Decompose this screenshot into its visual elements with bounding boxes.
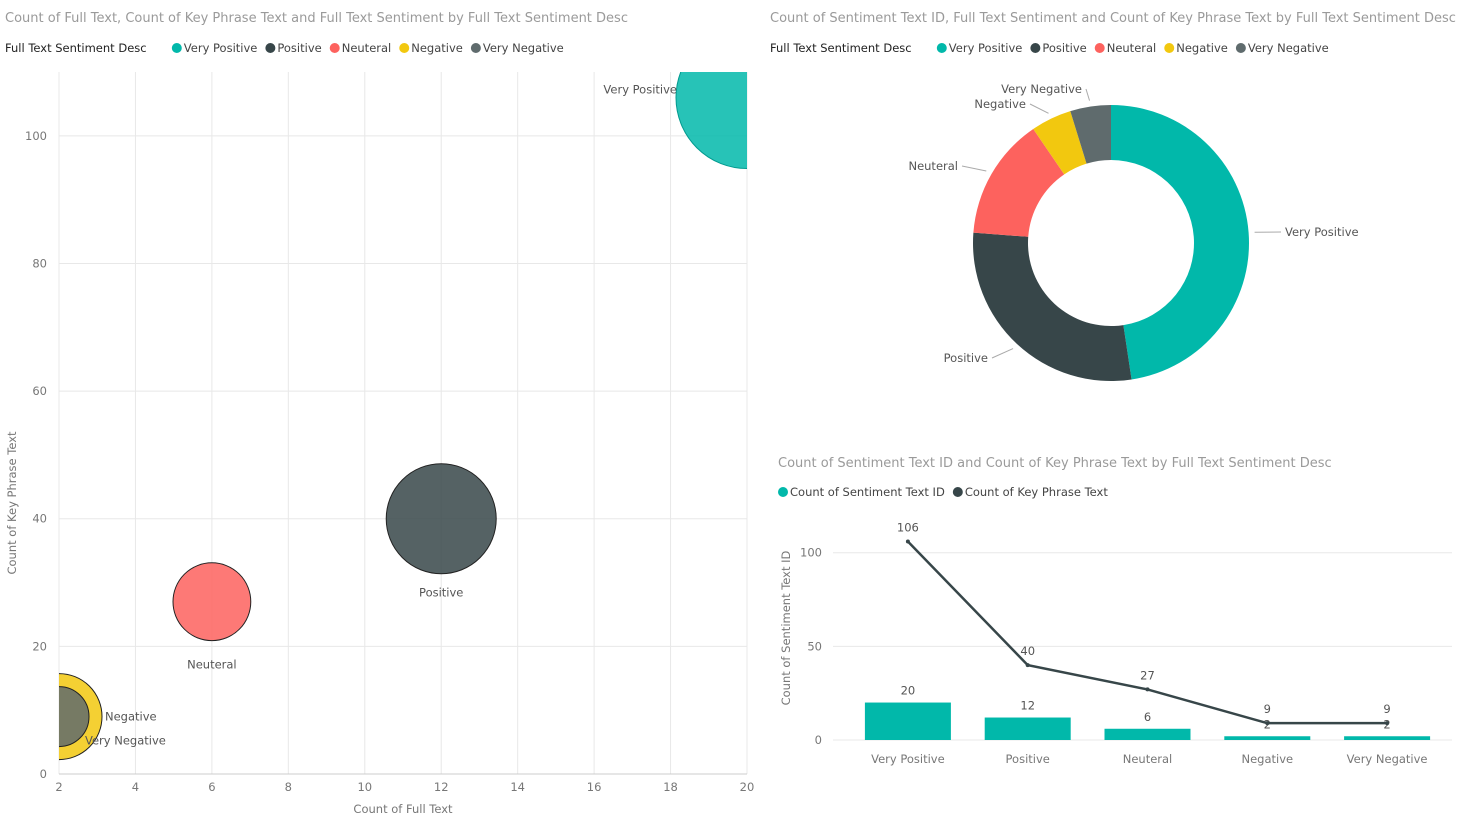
- x-axis-title: Count of Full Text: [353, 802, 453, 816]
- donut-legend-item[interactable]: Positive: [1042, 41, 1086, 55]
- x-tick-label: 16: [587, 780, 602, 794]
- line-data-label: 9: [1383, 702, 1390, 716]
- key-phrase-line: [907, 540, 1388, 725]
- line-point[interactable]: [1385, 721, 1390, 726]
- y-tick-label: 40: [32, 512, 47, 526]
- leader-line: [991, 348, 1014, 359]
- donut-label: Very Positive: [1285, 225, 1359, 239]
- line-data-label: 40: [1020, 644, 1035, 658]
- bar-data-label: 6: [1144, 710, 1151, 724]
- scatter-legend-item[interactable]: Positive: [277, 41, 321, 55]
- bar[interactable]: [1104, 728, 1191, 740]
- donut-label: Very Negative: [1001, 82, 1082, 96]
- y-tick-label: 0: [40, 767, 47, 781]
- scatter-legend-marker[interactable]: [265, 43, 276, 53]
- scatter-legend-item[interactable]: Very Positive: [184, 41, 258, 55]
- line-point[interactable]: [1265, 721, 1270, 726]
- donut-label: Positive: [944, 351, 988, 365]
- leader-line: [1029, 103, 1049, 114]
- bubble-label: Neuteral: [187, 658, 237, 672]
- donut-label: Neuteral: [908, 159, 958, 173]
- y-tick-label: 20: [32, 639, 47, 653]
- bubble-label: Very Positive: [603, 83, 677, 97]
- x-tick-label: 6: [208, 780, 215, 794]
- bar-data-label: 20: [901, 684, 916, 698]
- bar[interactable]: [1344, 736, 1431, 740]
- combo-legend-marker[interactable]: [778, 487, 788, 497]
- bubble-neuteral[interactable]: [172, 562, 252, 642]
- scatter-legend-item[interactable]: Neuteral: [342, 41, 392, 55]
- y-tick-label: 60: [32, 384, 47, 398]
- x-tick-label: Very Negative: [1347, 752, 1428, 766]
- scatter-title: Count of Full Text, Count of Key Phrase …: [5, 11, 628, 26]
- x-tick-label: 4: [132, 780, 139, 794]
- bubble-very-negative[interactable]: [29, 686, 90, 748]
- donut-slice-very-positive[interactable]: [1111, 105, 1249, 380]
- line-point[interactable]: [1025, 663, 1030, 668]
- y-axis-title: Count of Sentiment Text ID: [779, 550, 793, 705]
- donut-legend-marker[interactable]: [936, 43, 947, 53]
- scatter-legend-item[interactable]: Very Negative: [483, 41, 564, 55]
- donut-legend-title: Full Text Sentiment Desc: [770, 41, 912, 55]
- scatter-legend-marker[interactable]: [329, 43, 340, 53]
- bar-data-label: 12: [1020, 699, 1035, 713]
- scatter-legend-marker[interactable]: [470, 43, 481, 53]
- bubble-label: Positive: [419, 586, 463, 600]
- donut-legend-item[interactable]: Very Negative: [1248, 41, 1329, 55]
- x-tick-label: Neuteral: [1123, 752, 1173, 766]
- bubble-very-positive[interactable]: [675, 27, 818, 170]
- x-tick-label: 8: [285, 780, 292, 794]
- x-tick-label: 10: [357, 780, 372, 794]
- scatter-legend-marker[interactable]: [171, 43, 182, 53]
- donut-slice-neuteral[interactable]: [973, 128, 1065, 237]
- x-tick-label: Positive: [1006, 752, 1050, 766]
- donut-legend-marker[interactable]: [1164, 43, 1175, 53]
- y-tick-label: 100: [25, 129, 47, 143]
- x-tick-label: 14: [510, 780, 525, 794]
- x-tick-label: 18: [663, 780, 678, 794]
- donut-slice-positive[interactable]: [973, 232, 1132, 381]
- x-tick-label: 12: [434, 780, 449, 794]
- y-tick-label: 80: [32, 256, 47, 270]
- combo-legend-item[interactable]: Count of Sentiment Text ID: [790, 485, 945, 499]
- x-tick-label: Very Positive: [871, 752, 945, 766]
- x-tick-label: 20: [740, 780, 755, 794]
- donut-title: Count of Sentiment Text ID, Full Text Se…: [770, 11, 1456, 26]
- donut-legend-item[interactable]: Neuteral: [1107, 41, 1157, 55]
- donut-legend-item[interactable]: Very Positive: [949, 41, 1023, 55]
- combo-legend-marker[interactable]: [952, 487, 963, 497]
- line-data-label: 9: [1264, 702, 1271, 716]
- donut-legend-marker[interactable]: [1235, 43, 1246, 53]
- donut-legend-marker[interactable]: [1094, 43, 1105, 53]
- y-tick-label: 0: [815, 733, 822, 747]
- leader-line: [961, 165, 987, 172]
- y-axis-title: Count of Key Phrase Text: [5, 431, 19, 575]
- leader-line: [1085, 88, 1091, 101]
- scatter-legend-item[interactable]: Negative: [411, 41, 463, 55]
- line-data-label: 106: [897, 520, 919, 534]
- bubble-positive[interactable]: [385, 463, 497, 575]
- donut-label: Negative: [974, 97, 1026, 111]
- bar[interactable]: [1224, 736, 1311, 740]
- bubble-label: Very Negative: [85, 734, 166, 748]
- donut-legend-marker[interactable]: [1030, 43, 1041, 53]
- combo-title: Count of Sentiment Text ID and Count of …: [778, 456, 1332, 471]
- donut-slice-very-negative[interactable]: [1070, 105, 1111, 164]
- y-tick-label: 50: [807, 639, 822, 653]
- scatter-legend-title: Full Text Sentiment Desc: [5, 41, 147, 55]
- donut-legend-item[interactable]: Negative: [1176, 41, 1228, 55]
- x-tick-label: Negative: [1241, 752, 1293, 766]
- line-point[interactable]: [905, 539, 910, 544]
- line-point[interactable]: [1145, 687, 1150, 692]
- bubble-label: Negative: [105, 710, 157, 724]
- y-tick-label: 100: [800, 546, 822, 560]
- donut-slice-negative[interactable]: [1033, 111, 1087, 175]
- bar[interactable]: [984, 717, 1071, 740]
- line-data-label: 27: [1140, 668, 1155, 682]
- x-tick-label: 2: [55, 780, 62, 794]
- combo-legend-item[interactable]: Count of Key Phrase Text: [965, 485, 1109, 499]
- scatter-legend-marker[interactable]: [399, 43, 410, 53]
- bar[interactable]: [864, 702, 951, 740]
